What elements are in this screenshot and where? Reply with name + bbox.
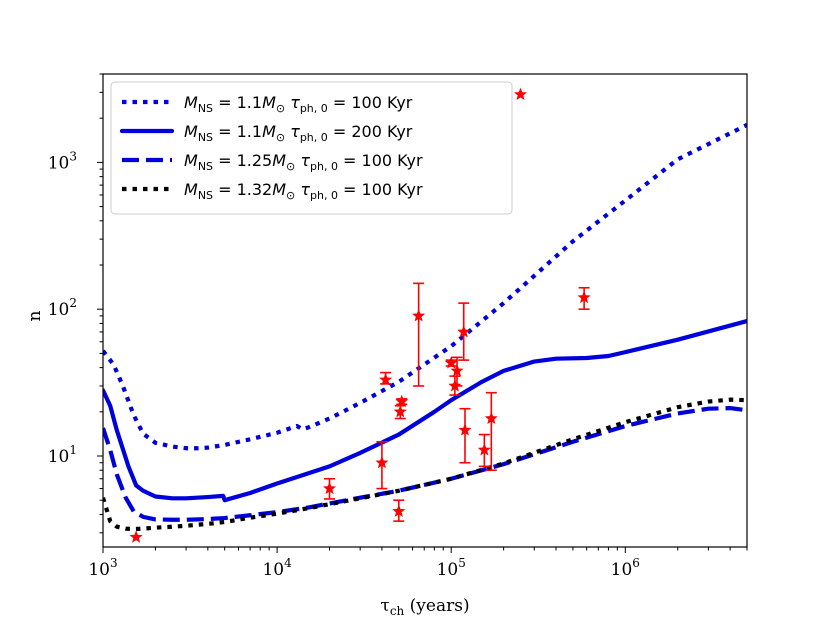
legend-tau-symbol: τ bbox=[290, 93, 300, 112]
legend-sun-subscript: ⊙ bbox=[286, 189, 295, 202]
legend-sun-subscript: ⊙ bbox=[276, 131, 285, 144]
data-point-star bbox=[375, 455, 389, 469]
legend-entry-4: MNS = 1.32M⊙ τph, 0 = 100 Kyr bbox=[184, 180, 423, 202]
legend-m-symbol: M bbox=[184, 180, 198, 199]
legend-tau-subscript: ph, 0 bbox=[310, 160, 338, 173]
x-tick-label-base: 10 bbox=[88, 560, 110, 580]
x-axis-label-subscript: ch bbox=[390, 604, 405, 618]
data-point-star bbox=[513, 87, 527, 101]
legend-tau-value: = 100 Kyr bbox=[328, 93, 413, 112]
legend-m-subscript: NS bbox=[198, 189, 213, 202]
legend-m-symbol: M bbox=[184, 151, 198, 170]
x-tick-label-base: 10 bbox=[611, 560, 633, 580]
y-tick-label-base: 10 bbox=[48, 447, 70, 467]
legend-tau-value: = 100 Kyr bbox=[338, 180, 423, 199]
legend-sun-subscript: ⊙ bbox=[276, 102, 285, 115]
legend-msun-symbol: M bbox=[262, 93, 276, 112]
data-point-star bbox=[412, 309, 426, 322]
y-tick-label: 103 bbox=[48, 149, 77, 173]
x-tick-label: 104 bbox=[262, 556, 292, 580]
data-point-star bbox=[323, 481, 337, 495]
y-tick-label-base: 10 bbox=[48, 153, 70, 173]
data-point-star bbox=[392, 504, 406, 517]
legend-sun-subscript: ⊙ bbox=[286, 160, 295, 173]
x-tick-label-exponent: 5 bbox=[458, 556, 466, 570]
x-axis-label-unit: (years) bbox=[404, 596, 469, 616]
legend-m-subscript: NS bbox=[198, 131, 213, 144]
x-axis-label: τch (years) bbox=[380, 596, 469, 618]
x-tick-label: 103 bbox=[88, 556, 117, 580]
series-line-1 bbox=[103, 123, 747, 451]
legend-entry-2: MNS = 1.1M⊙ τph, 0 = 200 Kyr bbox=[184, 122, 413, 144]
legend-m-symbol: M bbox=[184, 93, 198, 112]
data-point-star bbox=[129, 530, 143, 543]
legend-tau-symbol: τ bbox=[300, 151, 310, 170]
observations-layer bbox=[129, 87, 591, 543]
y-tick-label-exponent: 2 bbox=[69, 296, 77, 310]
legend-tau-subscript: ph, 0 bbox=[300, 131, 328, 144]
legend-tau-value: = 100 Kyr bbox=[338, 151, 423, 170]
legend-msun-symbol: M bbox=[272, 151, 286, 170]
y-tick-label-base: 10 bbox=[48, 300, 70, 320]
legend-entry-1: MNS = 1.1M⊙ τph, 0 = 100 Kyr bbox=[184, 93, 413, 115]
legend-m-symbol: M bbox=[184, 122, 198, 141]
data-point-star bbox=[379, 373, 393, 386]
legend-tau-subscript: ph, 0 bbox=[300, 102, 328, 115]
data-point-star bbox=[577, 290, 591, 304]
data-point-star bbox=[450, 364, 464, 377]
series-layer bbox=[103, 123, 747, 532]
data-point-star bbox=[484, 411, 498, 425]
x-tick-label: 106 bbox=[611, 556, 640, 580]
legend-mass: = 1.25 bbox=[213, 151, 272, 170]
legend-tau-subscript: ph, 0 bbox=[310, 189, 338, 202]
legend-tau-value: = 200 Kyr bbox=[328, 122, 413, 141]
legend-msun-symbol: M bbox=[272, 180, 286, 199]
legend-m-subscript: NS bbox=[198, 160, 213, 173]
legend-mass: = 1.32 bbox=[213, 180, 272, 199]
y-tick-label: 101 bbox=[48, 443, 77, 467]
data-point-star bbox=[477, 443, 491, 456]
x-tick-label-base: 10 bbox=[262, 560, 284, 580]
x-axis-label-symbol: τ bbox=[380, 596, 389, 616]
y-tick-label-exponent: 1 bbox=[69, 443, 77, 457]
legend-mass: = 1.1 bbox=[213, 122, 262, 141]
y-tick-label: 102 bbox=[48, 296, 77, 320]
data-point-star bbox=[395, 394, 409, 408]
data-point-star bbox=[393, 404, 407, 418]
series-line-2 bbox=[103, 318, 747, 503]
legend-box bbox=[110, 81, 513, 215]
x-tick-label-exponent: 3 bbox=[110, 556, 118, 570]
data-point-star bbox=[458, 423, 472, 436]
legend-tau-symbol: τ bbox=[300, 180, 310, 199]
y-axis-label: n bbox=[25, 310, 45, 321]
x-tick-label-exponent: 6 bbox=[632, 556, 640, 570]
legend-mass: = 1.1 bbox=[213, 93, 262, 112]
x-tick-label: 105 bbox=[437, 556, 466, 580]
plot-frame bbox=[102, 73, 748, 548]
legend-entry-3: MNS = 1.25M⊙ τph, 0 = 100 Kyr bbox=[184, 151, 423, 173]
x-tick-label-exponent: 4 bbox=[284, 556, 292, 570]
legend-m-subscript: NS bbox=[198, 102, 213, 115]
legend-tau-symbol: τ bbox=[290, 122, 300, 141]
x-tick-label-base: 10 bbox=[437, 560, 459, 580]
data-point-star bbox=[444, 356, 458, 369]
y-tick-label-exponent: 3 bbox=[69, 149, 77, 163]
legend-msun-symbol: M bbox=[262, 122, 276, 141]
data-point-star bbox=[457, 325, 471, 338]
